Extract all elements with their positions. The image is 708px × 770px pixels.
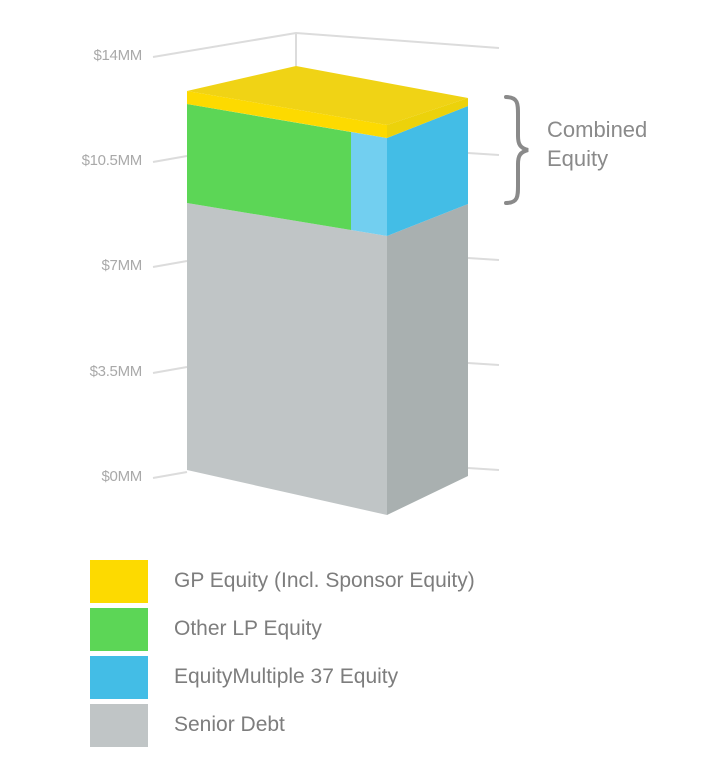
bar-segment-other-lp-equity [187,104,351,230]
legend-label: Other LP Equity [174,617,322,640]
legend-swatch-other-lp-equity [90,607,148,651]
legend: GP Equity (Incl. Sponsor Equity) Other L… [90,557,475,749]
annotation-line-2: Equity [547,146,609,171]
legend-item-equitymultiple-equity: EquityMultiple 37 Equity [90,653,475,701]
combined-equity-annotation: Combined Equity [547,115,647,173]
legend-label: EquityMultiple 37 Equity [174,665,399,688]
y-tick-3-5mm: $3.5MM [89,363,143,380]
legend-item-senior-debt: Senior Debt [90,701,475,749]
legend-label: Senior Debt [174,713,285,736]
bar-segment-equitymultiple-37-equity [351,106,468,236]
gridlines [152,31,500,479]
legend-swatch-gp-equity [90,559,148,603]
y-tick-7mm: $7MM [101,257,143,274]
legend-label: GP Equity (Incl. Sponsor Equity) [174,569,475,592]
y-tick-10-5mm: $10.5MM [81,152,143,169]
chart-plot [152,31,529,515]
legend-item-other-lp-equity: Other LP Equity [90,605,475,653]
legend-swatch-equitymultiple-equity [90,655,148,699]
y-tick-0mm: $0MM [101,468,143,485]
bar-segment-gp-equity [187,66,468,138]
y-tick-14mm: $14MM [93,47,142,64]
annotation-line-1: Combined [547,117,648,142]
brace-icon [504,95,529,205]
legend-item-gp-equity: GP Equity (Incl. Sponsor Equity) [90,557,475,605]
bar-segment-senior-debt [187,203,468,515]
legend-swatch-senior-debt [90,703,148,747]
